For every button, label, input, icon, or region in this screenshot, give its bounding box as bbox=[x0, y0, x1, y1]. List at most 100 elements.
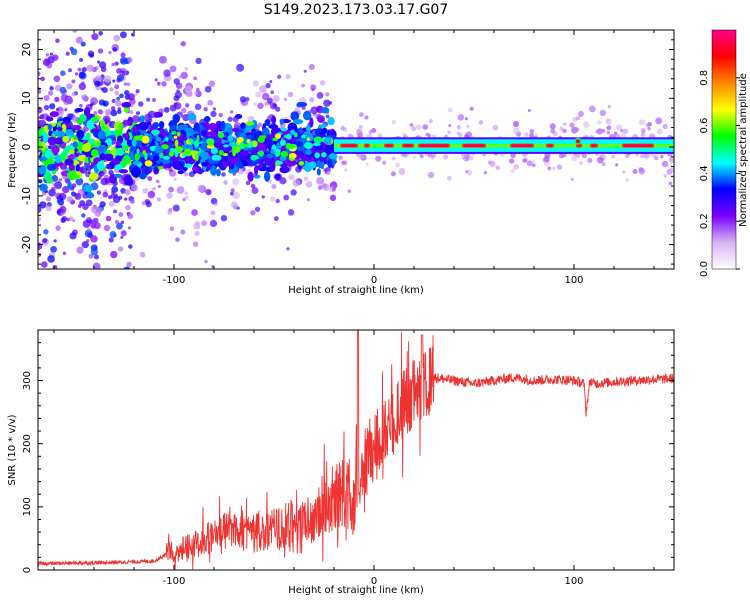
spectrogram-blob bbox=[82, 203, 89, 210]
spectrogram-blob bbox=[174, 91, 182, 99]
spectrogram-blob bbox=[157, 81, 161, 86]
spectrogram-blob bbox=[230, 201, 238, 209]
spectrogram-blob bbox=[75, 177, 84, 186]
spectrogram-blob bbox=[128, 244, 133, 249]
spectrogram-blob bbox=[317, 185, 323, 191]
spectrogram-blob bbox=[38, 206, 42, 214]
spectrogram-blob bbox=[119, 56, 128, 65]
spectrogram-blob bbox=[509, 158, 515, 164]
spectrogram-blob bbox=[193, 241, 199, 247]
spectrogram-blob bbox=[286, 159, 297, 167]
spectrogram-blob bbox=[259, 85, 267, 93]
spectrogram-hot-core bbox=[624, 144, 652, 147]
spectrogram-blob bbox=[43, 229, 49, 235]
spectrogram-blob bbox=[582, 121, 590, 128]
spectrogram-blob bbox=[204, 121, 210, 132]
spectrogram-blob bbox=[556, 164, 563, 170]
spectrogram-blob bbox=[77, 204, 82, 209]
spectrogram-hot-core bbox=[342, 144, 356, 147]
spectrogram-blob bbox=[90, 97, 98, 106]
spectrogram-blob bbox=[60, 152, 67, 161]
spectrogram-blob bbox=[124, 197, 128, 201]
spectrogram-blob bbox=[412, 155, 417, 159]
spectrogram-blob bbox=[176, 186, 185, 195]
spectrogram-blob bbox=[81, 94, 88, 101]
snr-y-tick-label: 0 bbox=[22, 567, 33, 573]
spectrogram-blob bbox=[220, 215, 228, 222]
spectrogram-blob bbox=[173, 135, 178, 139]
spectrogram-blob bbox=[240, 150, 249, 158]
spectrogram-blob bbox=[322, 183, 330, 191]
spectrogram-blob bbox=[71, 92, 76, 97]
spectrogram-blob bbox=[120, 235, 124, 239]
spectrogram-blob bbox=[228, 168, 238, 174]
spectrogram-blob bbox=[104, 129, 112, 138]
spectrogram-blob bbox=[620, 128, 624, 133]
snr-xlabel: Height of straight line (km) bbox=[288, 585, 424, 596]
spectrogram-blob bbox=[94, 210, 102, 217]
spectrogram-blob bbox=[655, 117, 663, 125]
spectrogram-blob bbox=[59, 205, 67, 213]
spectrogram-blob bbox=[305, 181, 313, 188]
spectrogram-blob bbox=[232, 191, 240, 200]
colorbar-gradient bbox=[712, 30, 736, 269]
spectrogram-blob bbox=[237, 168, 245, 175]
spectrogram-blob bbox=[158, 121, 165, 129]
spectrogram-blob bbox=[121, 70, 125, 74]
spectrogram-blob bbox=[427, 134, 432, 138]
spectrogram-blob bbox=[193, 222, 201, 230]
spectrogram-blob bbox=[277, 74, 282, 79]
spectrogram-blob bbox=[159, 152, 164, 159]
spectrogram-blob bbox=[254, 206, 261, 212]
spectrogram-hot-core bbox=[578, 144, 580, 147]
spectrogram-blob bbox=[599, 109, 607, 117]
spectrogram-blob bbox=[265, 82, 271, 89]
spectrogram-blob bbox=[119, 31, 127, 39]
spectrogram-blob bbox=[110, 106, 116, 111]
spectrogram-blob bbox=[257, 122, 263, 127]
spectrogram-blob bbox=[88, 253, 94, 259]
spectrogram-blob bbox=[78, 17, 84, 23]
spectrogram-blob bbox=[86, 120, 94, 130]
spectrogram-blob bbox=[316, 115, 324, 123]
spectrogram-blob bbox=[145, 201, 152, 208]
spectrogram-blob bbox=[328, 101, 333, 105]
snr-ticks: -100 0 100 0 100 200 300 bbox=[22, 329, 674, 587]
spectrogram-blob bbox=[47, 90, 54, 96]
spectrogram-blob bbox=[130, 166, 142, 178]
spectrogram-blob bbox=[53, 75, 61, 83]
spectrogram-blob bbox=[118, 122, 124, 133]
spectrogram-blob bbox=[141, 201, 146, 206]
spectrogram-blob bbox=[261, 92, 270, 101]
spectrogram-blob bbox=[398, 168, 406, 175]
spectrogram-blob bbox=[44, 150, 51, 159]
spectrogram-blob bbox=[115, 100, 122, 107]
spectrogram-blob bbox=[176, 131, 181, 137]
colorbar-tick-label: 0.0 bbox=[699, 261, 710, 277]
spectrogram-blob bbox=[597, 120, 602, 125]
spectrogram-blob bbox=[208, 122, 217, 132]
spectrogram-blob bbox=[175, 237, 180, 242]
spectrogram-blob bbox=[358, 153, 364, 159]
spectrogram-blob bbox=[287, 209, 295, 216]
spectrogram-blob bbox=[201, 220, 208, 227]
spectrogram-blob bbox=[327, 116, 335, 126]
spectrogram-blob bbox=[147, 176, 153, 182]
spectrogram-blob bbox=[329, 194, 337, 201]
spectrogram-blob bbox=[532, 160, 536, 164]
spectrogram-blob bbox=[88, 172, 99, 181]
spectrogram-blob bbox=[261, 195, 265, 199]
spectrogram-blob bbox=[283, 194, 290, 201]
spectrogram-blob bbox=[447, 130, 451, 135]
spectrogram-blob bbox=[311, 88, 315, 92]
spectrogram-blob bbox=[252, 80, 259, 87]
spectrogram-blob bbox=[255, 91, 262, 98]
spectrogram-blob bbox=[201, 129, 208, 137]
spectrogram-blob bbox=[115, 277, 120, 282]
spectrogram-blob bbox=[85, 172, 89, 177]
spectrogram-blob bbox=[127, 226, 132, 230]
spectrogram-blob bbox=[273, 216, 279, 222]
spectrogram-blob bbox=[111, 268, 114, 269]
spectrogram-blob bbox=[182, 166, 188, 171]
spectrogram-blob bbox=[294, 132, 298, 138]
